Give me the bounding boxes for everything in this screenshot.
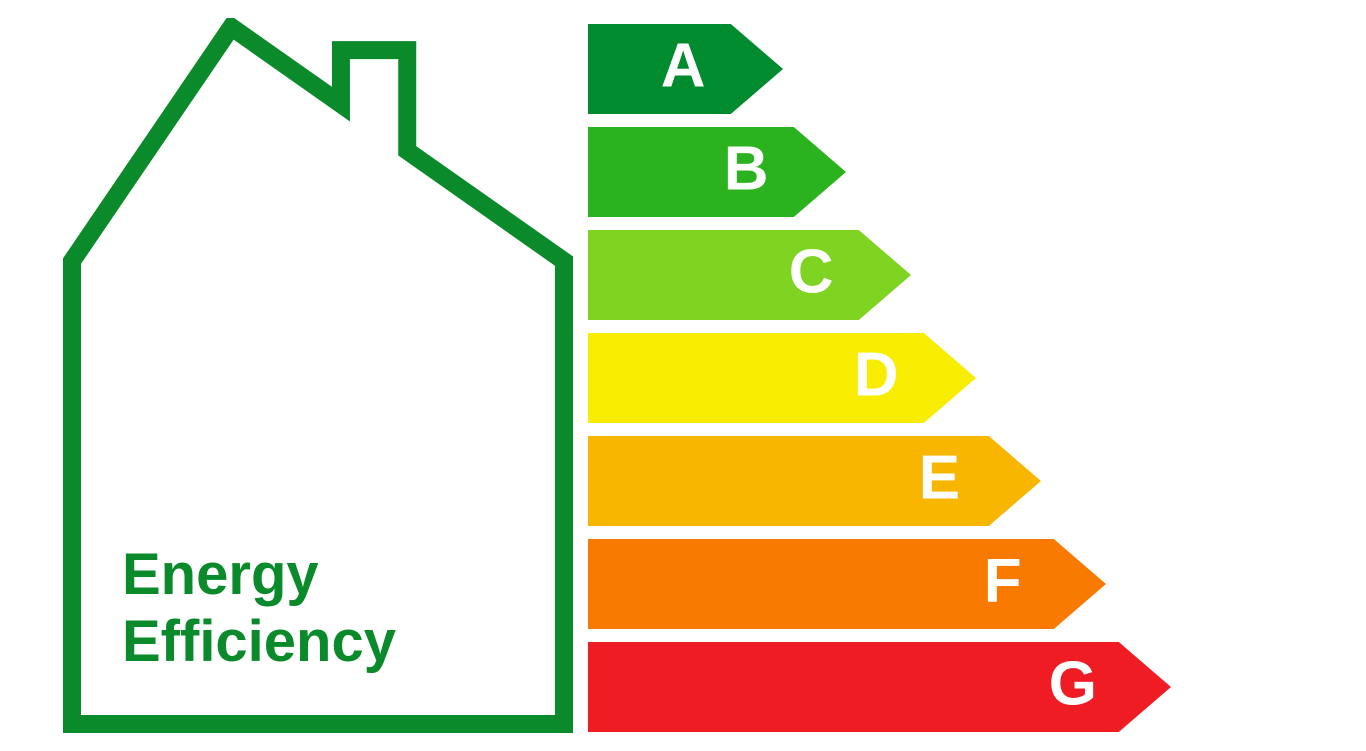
rating-bar-d: D (588, 333, 976, 423)
rating-bar-shape (588, 127, 846, 217)
rating-bar-a: A (588, 24, 783, 114)
rating-bar-label: B (724, 134, 769, 205)
house-title: Energy Efficiency (122, 542, 396, 675)
house-title-line2: Efficiency (122, 609, 396, 674)
rating-bar-label: F (984, 546, 1022, 617)
rating-bar-shape (588, 436, 1041, 526)
rating-bar-g: G (588, 642, 1171, 732)
rating-bar-b: B (588, 127, 846, 217)
energy-efficiency-diagram: Energy Efficiency ABCDEFG (0, 0, 1366, 751)
rating-bar-label: A (661, 31, 706, 102)
rating-bar-label: G (1049, 649, 1097, 720)
rating-bar-c: C (588, 230, 911, 320)
rating-bar-shape (588, 539, 1106, 629)
rating-bar-label: C (789, 237, 834, 308)
rating-bar-shape (588, 230, 911, 320)
house-outline: Energy Efficiency (63, 18, 573, 733)
house-title-line1: Energy (122, 542, 319, 607)
rating-bar-label: E (919, 443, 960, 514)
rating-bar-e: E (588, 436, 1041, 526)
rating-bar-label: D (854, 340, 899, 411)
rating-bar-shape (588, 333, 976, 423)
rating-bar-f: F (588, 539, 1106, 629)
